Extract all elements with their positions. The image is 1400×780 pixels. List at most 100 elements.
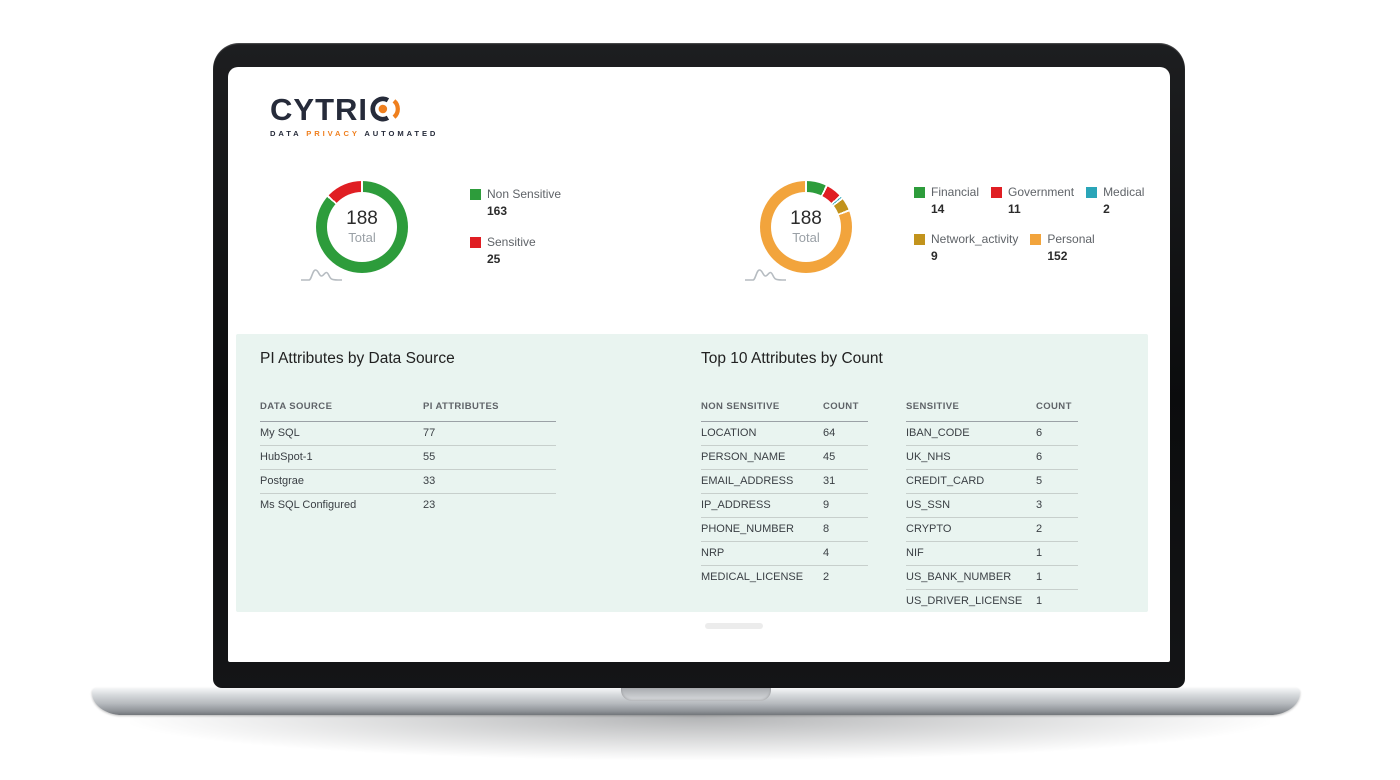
laptop-base [92, 688, 1300, 715]
table-row: My SQL 77 [260, 422, 556, 446]
table-cell: IBAN_CODE [906, 427, 970, 439]
table-row: IBAN_CODE 6 [906, 422, 1078, 446]
table-cell: 1 [1036, 547, 1043, 559]
legend-swatch-icon [914, 186, 925, 198]
table-cell: US_SSN [906, 499, 951, 511]
legend-value: 2 [1103, 202, 1110, 216]
table-cell: 64 [823, 427, 836, 439]
table-cell: 23 [423, 499, 436, 511]
tagline-privacy: PRIVACY [306, 129, 360, 138]
table-cell: My SQL [260, 427, 300, 439]
table-cell: IP_ADDRESS [701, 499, 771, 511]
table-cell: EMAIL_ADDRESS [701, 475, 794, 487]
section-title: PI Attributes by Data Source [260, 350, 455, 367]
table-cell: MEDICAL_LICENSE [701, 571, 804, 583]
table-cell: NIF [906, 547, 924, 559]
legend-item: Non Sensitive 163 [470, 187, 561, 218]
legend-item: Medical 2 [1086, 185, 1144, 216]
sensitivity-legend: Non Sensitive 163 Sensitive 25 [470, 187, 561, 266]
table-cell: CRYPTO [906, 523, 952, 535]
table-cell: PHONE_NUMBER [701, 523, 794, 535]
donut-total-value: 188 [346, 207, 378, 229]
column-header: NON SENSITIVE [701, 401, 780, 412]
table-cell: 33 [423, 475, 436, 487]
legend-label: Sensitive [487, 235, 536, 249]
table-cell: 3 [1036, 499, 1043, 511]
column-header: COUNT [1036, 401, 1072, 412]
table-cell: LOCATION [701, 427, 757, 439]
table-row: US_SSN 3 [906, 494, 1078, 518]
table-cell: 31 [823, 475, 836, 487]
column-header: SENSITIVE [906, 401, 960, 412]
sparkline-icon [745, 269, 787, 281]
categories-donut-block: 188 Total [745, 181, 852, 281]
logo-wordmark: CYTRI [270, 91, 368, 127]
table-header-row: DATA SOURCE PI ATTRIBUTES [260, 401, 556, 422]
table-cell: 4 [823, 547, 830, 559]
table-cell: Postgrae [260, 475, 305, 487]
categories-donut-chart: 188 Total [760, 181, 852, 273]
legend-item: Financial 14 [914, 185, 979, 216]
table-row: MEDICAL_LICENSE 2 [701, 566, 868, 589]
table-body: IBAN_CODE 6 UK_NHS 6 CREDIT_CARD 5 US_SSN 3 CRYP… [906, 422, 1078, 613]
table-row: LOCATION 64 [701, 422, 868, 446]
data-source-table: DATA SOURCE PI ATTRIBUTES My SQL 77 HubSpo… [260, 401, 556, 517]
legend-item: Government 11 [991, 185, 1074, 216]
non-sensitive-table: NON SENSITIVE COUNT LOCATION 64 PERSON_NAM… [701, 401, 868, 613]
legend-label: Network_activity [931, 232, 1019, 246]
column-header: DATA SOURCE [260, 401, 333, 412]
legend-value: 14 [931, 202, 945, 216]
table-header-row: NON SENSITIVE COUNT [701, 401, 868, 422]
table-row: CREDIT_CARD 5 [906, 470, 1078, 494]
table-cell: PERSON_NAME [701, 451, 786, 463]
legend-swatch-icon [991, 186, 1003, 198]
logo-tagline: DATA PRIVACY AUTOMATED [270, 129, 438, 138]
attributes-panel: PI Attributes by Data Source DATA SOURCE… [236, 334, 1148, 612]
table-cell: 6 [1036, 427, 1043, 439]
legend-value: 9 [931, 249, 938, 263]
table-row: US_BANK_NUMBER 1 [906, 566, 1078, 590]
table-body: My SQL 77 HubSpot-1 55 Postgrae 33 Ms SQL Conf… [260, 422, 556, 517]
table-cell: 2 [823, 571, 830, 583]
scrollbar-hint[interactable] [705, 623, 763, 629]
legend-label: Non Sensitive [487, 187, 562, 201]
table-cell: 8 [823, 523, 830, 535]
legend-label: Government [1008, 185, 1075, 199]
legend-item: Network_activity 9 [914, 232, 1018, 263]
top-attributes-tables: NON SENSITIVE COUNT LOCATION 64 PERSON_NAM… [701, 401, 1125, 613]
table-row: IP_ADDRESS 9 [701, 494, 868, 518]
legend-swatch-icon [470, 188, 481, 200]
table-cell: Ms SQL Configured [260, 499, 357, 511]
logo-o-icon [370, 96, 400, 122]
laptop-screen-bezel: CYTRI DATA PRIVACY AUTOMATED [213, 43, 1185, 688]
legend-value: 163 [487, 204, 508, 218]
table-row: Ms SQL Configured 23 [260, 494, 556, 517]
legend-swatch-icon [470, 236, 481, 248]
donut-total-label: Total [348, 230, 376, 246]
table-row: PHONE_NUMBER 8 [701, 518, 868, 542]
table-cell: 2 [1036, 523, 1043, 535]
table-row: CRYPTO 2 [906, 518, 1078, 542]
legend-value: 25 [487, 252, 501, 266]
table-cell: US_DRIVER_LICENSE [906, 595, 1023, 607]
tagline-data: DATA [270, 129, 302, 138]
table-row: Postgrae 33 [260, 470, 556, 494]
donut-center: 188 Total [327, 192, 397, 262]
top-attributes-section: Top 10 Attributes by Count NON SENSITIVE… [701, 350, 1125, 613]
donut-center: 188 Total [771, 192, 841, 262]
tagline-automated: AUTOMATED [364, 129, 439, 138]
table-cell: 9 [823, 499, 830, 511]
table-cell: 1 [1036, 571, 1043, 583]
sparkline-icon [301, 269, 343, 281]
table-cell: 45 [823, 451, 836, 463]
table-row: NIF 1 [906, 542, 1078, 566]
section-title: Top 10 Attributes by Count [701, 350, 883, 367]
table-row: NRP 4 [701, 542, 868, 566]
table-cell: US_BANK_NUMBER [906, 571, 1012, 583]
pi-attributes-by-source-section: PI Attributes by Data Source DATA SOURCE… [260, 350, 570, 517]
table-cell: UK_NHS [906, 451, 951, 463]
table-cell: CREDIT_CARD [906, 475, 985, 487]
donut-total-label: Total [792, 230, 820, 246]
legend-label: Personal [1047, 232, 1095, 246]
